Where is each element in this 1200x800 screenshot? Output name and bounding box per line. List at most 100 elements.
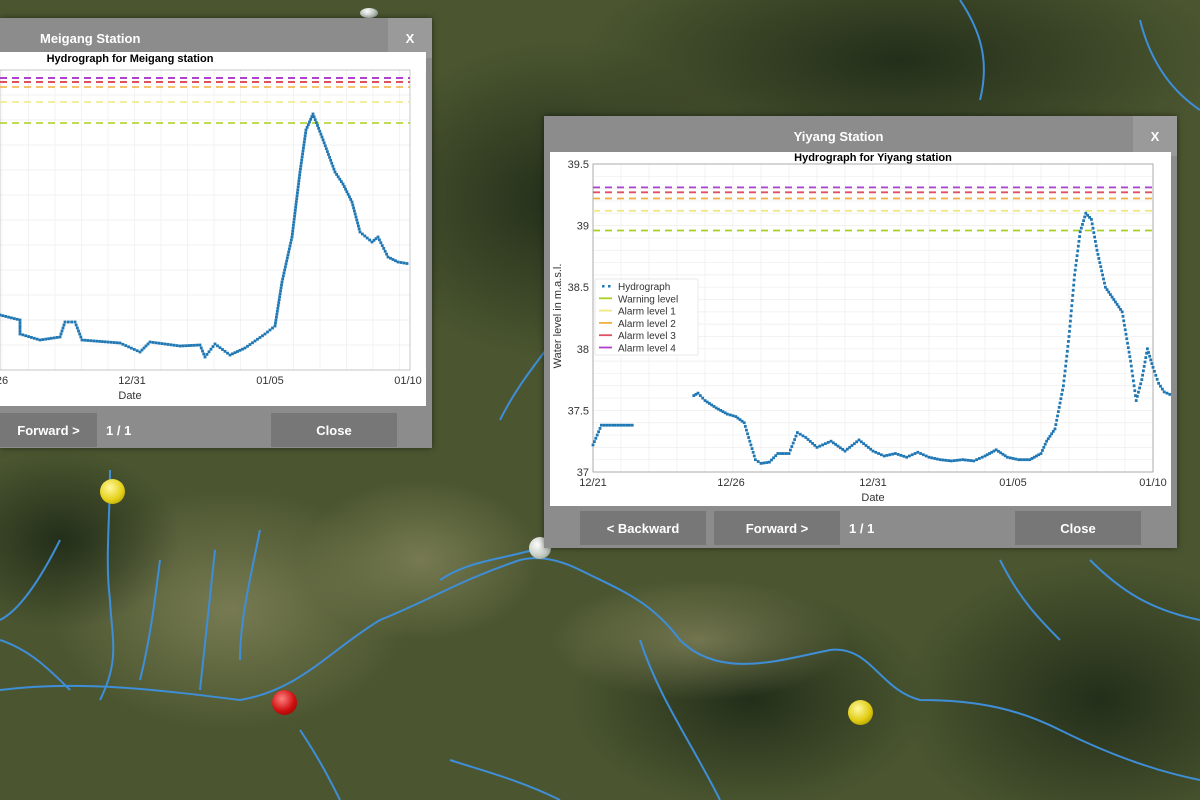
yiyang-data-point [1014, 457, 1018, 461]
meigang-data-point [166, 343, 170, 346]
yiyang-ytick-3: 38 [577, 344, 589, 356]
meigang-panel-title: Meigang Station [40, 30, 141, 46]
yiyang-data-point [750, 447, 754, 450]
meigang-data-point [358, 230, 362, 234]
meigang-data-point [258, 336, 262, 339]
meigang-hydrograph-series [0, 112, 409, 359]
yiyang-close-x-button[interactable]: X [1133, 116, 1177, 156]
meigang-data-point [32, 336, 36, 340]
yiyang-legend-label-1: Hydrograph [618, 282, 670, 293]
meigang-data-point [112, 341, 116, 344]
meigang-data-point [287, 250, 291, 254]
meigang-data-point [109, 340, 113, 344]
yiyang-data-point [826, 441, 830, 444]
yiyang-data-point [874, 450, 878, 454]
meigang-data-point [293, 214, 296, 218]
yiyang-data-point [831, 441, 835, 445]
yiyang-data-point [910, 453, 914, 457]
yiyang-data-point [1056, 414, 1059, 418]
meigang-data-point [1, 314, 5, 318]
yiyang-data-point [927, 455, 931, 459]
yiyang-data-point [728, 413, 732, 417]
yiyang-data-point [1067, 340, 1070, 343]
meigang-data-point [241, 347, 244, 351]
marker-yellow-2[interactable] [848, 700, 873, 725]
yiyang-data-point [1022, 458, 1026, 462]
meigang-data-point [30, 336, 33, 339]
marker-yellow-1[interactable] [100, 479, 125, 504]
meigang-forward-button[interactable]: Forward > [0, 413, 97, 447]
yiyang-data-point [710, 403, 714, 407]
meigang-data-point [202, 352, 206, 356]
yiyang-data-point [888, 453, 892, 457]
meigang-data-point [50, 336, 53, 340]
meigang-close-button[interactable]: Close [271, 413, 397, 447]
yiyang-data-point [1092, 231, 1096, 235]
yiyang-data-point [804, 436, 808, 439]
yiyang-data-point [955, 458, 959, 462]
meigang-data-point [115, 341, 119, 345]
meigang-data-point [281, 274, 285, 278]
yiyang-data-point [774, 454, 778, 458]
yiyang-data-point [1142, 365, 1146, 368]
meigang-data-point [329, 158, 333, 162]
meigang-data-point [394, 259, 397, 263]
yiyang-data-point [692, 394, 696, 398]
meigang-close-x-button[interactable]: X [388, 18, 432, 58]
yiyang-data-point [1055, 418, 1059, 422]
yiyang-data-point [712, 405, 716, 408]
yiyang-data-point [1068, 324, 1072, 328]
meigang-data-point [389, 256, 392, 260]
meigang-data-point [209, 347, 213, 351]
yiyang-data-point [1099, 265, 1103, 269]
yiyang-data-point [694, 392, 698, 396]
meigang-data-point [148, 340, 152, 344]
yiyang-data-point [801, 434, 805, 438]
yiyang-backward-button[interactable]: < Backward [580, 511, 706, 545]
yiyang-data-point [855, 440, 859, 444]
meigang-data-point [372, 238, 376, 242]
meigang-data-point [312, 115, 316, 119]
yiyang-data-point [1061, 388, 1064, 392]
marker-red[interactable] [272, 690, 297, 715]
yiyang-data-point [708, 402, 711, 405]
yiyang-ytick-5: 39 [577, 221, 589, 233]
yiyang-data-point [772, 456, 775, 460]
yiyang-data-point [1068, 329, 1071, 333]
meigang-data-point [301, 152, 304, 156]
meigang-data-point [379, 241, 383, 245]
meigang-data-point [351, 203, 355, 207]
yiyang-data-point [1101, 273, 1104, 277]
yiyang-data-point [1065, 349, 1069, 353]
yiyang-data-point [1056, 410, 1060, 414]
yiyang-data-point [1069, 314, 1073, 318]
yiyang-data-point [595, 433, 599, 437]
yiyang-data-point [933, 457, 936, 460]
meigang-data-point [376, 235, 380, 239]
yiyang-data-point [947, 459, 950, 463]
yiyang-data-point [990, 450, 994, 454]
meigang-data-point [300, 158, 304, 162]
meigang-data-point [405, 262, 409, 265]
yiyang-data-point [1035, 454, 1038, 458]
meigang-data-point [355, 218, 359, 222]
yiyang-data-point [1020, 458, 1023, 462]
meigang-data-point [127, 345, 130, 349]
meigang-data-point [292, 217, 296, 221]
meigang-data-point [12, 317, 16, 320]
meigang-data-point [313, 118, 317, 122]
yiyang-data-point [1129, 364, 1133, 368]
marker-top[interactable] [360, 8, 378, 18]
meigang-data-point [175, 344, 179, 347]
yiyang-forward-button[interactable]: Forward > [714, 511, 840, 545]
yiyang-data-point [818, 444, 822, 448]
yiyang-data-point [752, 454, 756, 458]
meigang-data-point [295, 194, 299, 198]
meigang-data-point [353, 209, 356, 213]
yiyang-data-point [1126, 341, 1129, 345]
meigang-xtick-3: 01/05 [256, 375, 284, 387]
yiyang-data-point [736, 416, 740, 420]
yiyang-close-button[interactable]: Close [1015, 511, 1141, 545]
yiyang-data-point [978, 457, 981, 460]
yiyang-data-point [1078, 230, 1082, 234]
